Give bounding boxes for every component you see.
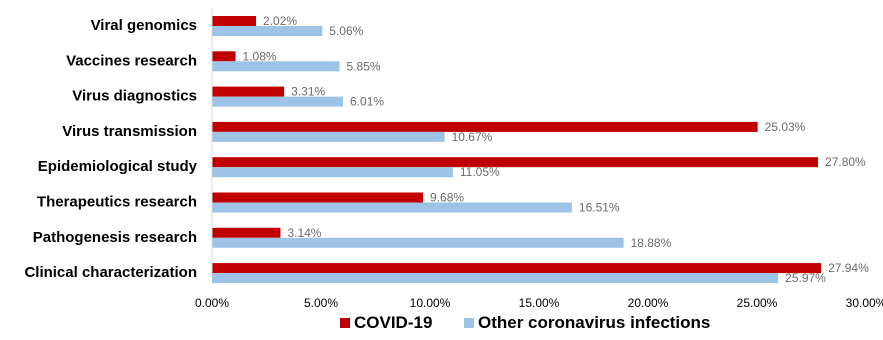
bar-other-coronavirus-therapeutics-research [212,202,572,213]
bar-other-coronavirus-viral-genomics [212,26,323,36]
data-label-covid19-virus-diagnostics: 3.31% [291,85,325,99]
bar-covid19-vaccines-research [212,51,236,62]
data-label-covid19-epidemiological-study: 27.80% [825,155,866,169]
legend-label-other-coronavirus: Other coronavirus infections [478,313,710,332]
bar-covid19-pathogenesis-research [212,227,281,238]
category-label-virus-diagnostics: Virus diagnostics [72,88,197,105]
bar-covid19-viral-genomics [212,16,257,26]
bar-other-coronavirus-clinical-characterization [212,273,779,284]
category-label-epidemiological-study: Epidemiological study [38,158,198,175]
category-label-clinical-characterization: Clinical characterization [24,264,197,281]
bar-covid19-virus-diagnostics [212,86,285,97]
category-label-pathogenesis-research: Pathogenesis research [33,229,197,246]
x-tick-label: 0.00% [195,296,229,310]
data-label-covid19-vaccines-research: 1.08% [243,49,277,63]
bar-other-coronavirus-vaccines-research [212,61,340,72]
category-label-virus-transmission: Virus transmission [62,123,197,140]
legend-swatch-other-coronavirus [464,318,474,328]
data-label-other-coronavirus-virus-diagnostics: 6.01% [350,95,384,109]
bar-other-coronavirus-pathogenesis-research [212,237,624,248]
bar-covid19-therapeutics-research [212,192,424,203]
bar-other-coronavirus-virus-diagnostics [212,96,344,107]
data-label-other-coronavirus-vaccines-research: 5.85% [347,59,381,73]
data-label-other-coronavirus-clinical-characterization: 25.97% [785,271,826,285]
x-tick-label: 20.00% [628,296,669,310]
data-label-other-coronavirus-therapeutics-research: 16.51% [579,201,620,215]
bar-covid19-epidemiological-study [212,157,819,168]
bar-covid19-clinical-characterization [212,263,822,274]
data-label-covid19-viral-genomics: 2.02% [263,14,297,28]
category-label-therapeutics-research: Therapeutics research [37,194,197,211]
legend-swatch-covid19 [340,318,350,328]
x-tick-label: 15.00% [519,296,560,310]
data-label-covid19-clinical-characterization: 27.94% [828,261,869,275]
bar-covid19-virus-transmission [212,121,758,132]
data-label-other-coronavirus-virus-transmission: 10.67% [452,130,493,144]
x-tick-label: 10.00% [410,296,451,310]
data-label-other-coronavirus-viral-genomics: 5.06% [329,24,363,38]
data-label-covid19-virus-transmission: 25.03% [765,120,806,134]
category-label-vaccines-research: Vaccines research [66,52,197,69]
bar-other-coronavirus-virus-transmission [212,131,445,142]
data-label-covid19-therapeutics-research: 9.68% [430,191,464,205]
x-tick-label: 25.00% [737,296,778,310]
data-label-other-coronavirus-pathogenesis-research: 18.88% [631,236,672,250]
x-tick-label: 5.00% [304,296,338,310]
legend-label-covid19: COVID-19 [354,313,432,332]
x-tick-label: 30.00% [846,296,883,310]
category-label-viral-genomics: Viral genomics [91,17,197,34]
data-label-other-coronavirus-epidemiological-study: 11.05% [460,165,500,179]
data-label-covid19-pathogenesis-research: 3.14% [287,226,321,240]
bar-other-coronavirus-epidemiological-study [212,167,453,178]
